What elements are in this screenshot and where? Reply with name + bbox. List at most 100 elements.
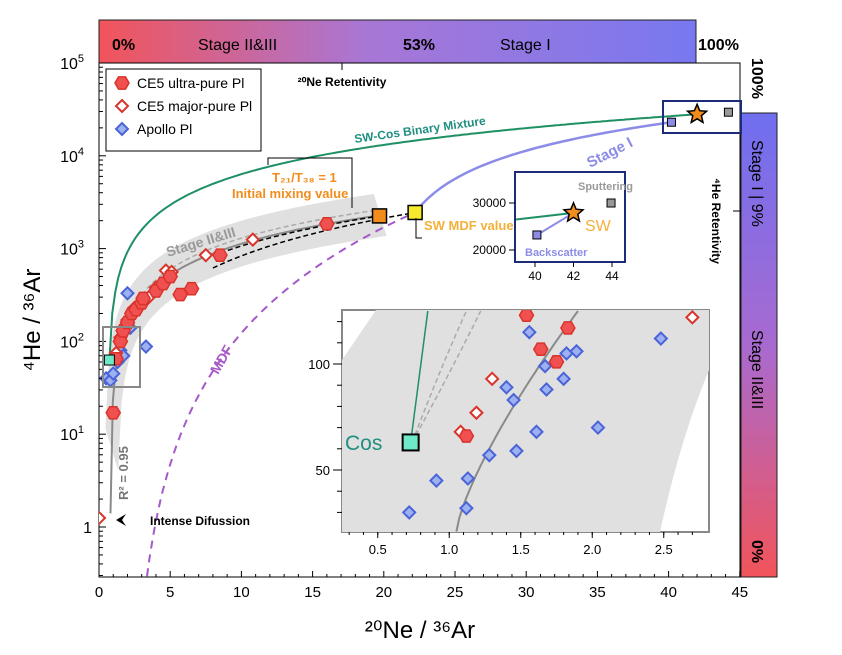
ratio-label: T₂₁/T₃₈ = 1: [272, 170, 337, 185]
sw-inset-x-tick-label: 42: [567, 269, 581, 283]
sw-inset-x-tick-label: 40: [528, 269, 542, 283]
ce5-ultra-point: [183, 281, 200, 296]
right-bar-stage23: Stage II&III: [748, 330, 765, 409]
top-bar-100: 100%: [698, 37, 739, 54]
inset-y-tick-label: 50: [316, 463, 330, 478]
x-tick-label: 40: [660, 584, 677, 601]
y-tick-label: 102: [60, 331, 84, 351]
x-tick-label: 30: [518, 584, 535, 601]
r2-label: R² = 0.95: [116, 446, 131, 500]
sw-cos-mixture-line: [108, 113, 698, 361]
backscatter-point: [666, 117, 676, 127]
y-tick-label: 103: [60, 239, 84, 259]
sw-highlight-box: [662, 100, 742, 134]
inset-apollo-point: [499, 379, 514, 395]
sw-inset-y-tick-label: 30000: [473, 196, 507, 210]
inset-apollo-point: [556, 371, 572, 387]
stage23-band: [105, 194, 387, 471]
y-tick-label: 104: [60, 146, 84, 166]
stage1-label: Stage I: [584, 134, 636, 171]
ce5-major-point: [245, 232, 261, 248]
right-bar-stage1: Stage I | 9%: [748, 140, 765, 227]
inset-y-tick-label: 100: [308, 357, 330, 372]
inset-apollo-point: [460, 471, 476, 486]
x-tick-label: 45: [731, 584, 748, 601]
stage1-line: [414, 120, 672, 214]
x-tick-label: 15: [304, 584, 321, 601]
inset-x-tick-label: 1.5: [512, 542, 530, 557]
plot-frame: [98, 62, 741, 578]
inset-x-tick-label: 1.0: [440, 542, 458, 557]
initial-mixing-point: [371, 208, 388, 224]
apollo-point: [138, 339, 154, 354]
ce5-ultra-point: [212, 248, 228, 262]
backscatter-label: Backscatter: [525, 247, 588, 259]
ce5-ultra-point: [105, 406, 122, 420]
inset-mixture-line: [409, 310, 429, 443]
y-tick-label: 101: [60, 424, 84, 444]
sw-inset-x-tick-label: 44: [605, 269, 619, 283]
inset-x-tick-label: 2.0: [583, 542, 601, 557]
diffusion-label: Intense Difussion: [150, 514, 250, 528]
ce5-major-point: [198, 247, 214, 263]
sw-mdf-point: [407, 204, 423, 221]
sw-star: [685, 102, 709, 124]
inset-apollo-point: [653, 331, 669, 346]
ce5-ultra-point: [318, 216, 335, 231]
sw-mdf-bracket: [415, 218, 422, 239]
ce5-ultra-point: [172, 287, 189, 302]
legend-diamond-icon: [114, 121, 130, 137]
inset-cos-point: [401, 433, 420, 452]
inset-x-tick-label: 2.5: [655, 542, 673, 557]
mdf-label: MDF: [207, 342, 236, 377]
inset-x-tick-label: 0.5: [369, 542, 387, 557]
y-tick-label: 105: [60, 53, 84, 73]
initial-bracket: [267, 157, 353, 208]
inset-ce5-ultra-point: [560, 321, 576, 335]
inset-dashed-1: [411, 310, 468, 443]
inset-apollo-point: [458, 500, 474, 516]
sputtering-point: [723, 107, 733, 117]
ce5-ultra-point: [135, 291, 151, 306]
inset-ce5-ultra-point: [532, 342, 549, 356]
mixture-label: SW-Cos Binary Mixture: [353, 114, 486, 146]
legend-ultra: CE5 ultra-pure Pl: [137, 75, 244, 91]
y-tick-label: 1: [83, 520, 92, 537]
y-axis-title: ⁴He / ³⁶Ar: [19, 269, 46, 372]
inset-apollo-point: [537, 358, 553, 374]
inset-apollo-point: [529, 424, 544, 440]
sw-inset-stage1-line: [536, 212, 575, 236]
he-retentivity-bar: [740, 112, 778, 578]
inset-apollo-point: [521, 324, 537, 340]
inset-dashed-2: [411, 310, 482, 443]
mdf-line: [146, 211, 416, 577]
legend: CE5 ultra-pure Pl CE5 major-pure Pl Apol…: [105, 68, 262, 152]
x-tick-label: 25: [447, 584, 464, 601]
x-tick-label: 5: [166, 584, 174, 601]
inset-apollo-point: [539, 382, 554, 397]
cos-endmember: [103, 354, 115, 366]
legend-major: CE5 major-pure Pl: [137, 98, 252, 114]
sw-mdf-label: SW MDF value: [424, 218, 514, 233]
ne-retentivity-title: ²⁰Ne Retentivity: [298, 75, 387, 89]
cos-label: Cos: [345, 432, 382, 455]
inset-band: [342, 310, 709, 532]
inset-apollo-point: [401, 504, 417, 520]
zoom-region-box: [102, 326, 141, 388]
inset-apollo-point: [590, 420, 606, 436]
inset-ce5-major-point: [469, 405, 484, 421]
top-bar-0: 0%: [112, 37, 135, 54]
sw-inset-sputtering: [606, 198, 616, 208]
top-bar-stage23: Stage II&III: [198, 37, 277, 54]
ne-retentivity-bar: [98, 19, 697, 64]
arrow-icon: [116, 514, 126, 526]
ce5-major-point: [99, 510, 107, 526]
legend-apollo: Apollo Pl: [137, 121, 192, 137]
x-axis-title: ²⁰Ne / ³⁶Ar: [365, 617, 475, 644]
apollo-point: [105, 366, 121, 381]
x-tick-label: 35: [589, 584, 606, 601]
x-tick-label: 10: [233, 584, 250, 601]
sw-inset-star: [562, 200, 585, 223]
